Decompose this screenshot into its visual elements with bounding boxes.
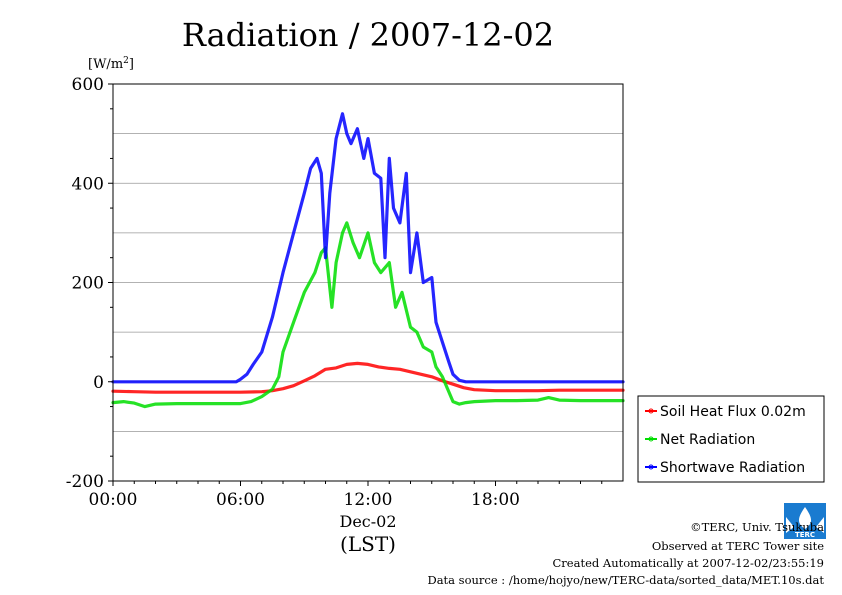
y-tick-label: 600 — [72, 75, 104, 95]
y-axis: 600 400 200 0 -200 — [66, 75, 113, 492]
y-tick-label: 0 — [93, 373, 104, 393]
y-tick-label: -200 — [66, 472, 104, 492]
y-tick-label: 200 — [72, 274, 104, 294]
terc-logo-icon: TERC — [784, 503, 826, 539]
x-axis-label: (LST) — [340, 532, 396, 556]
series-line — [111, 112, 625, 384]
x-tick-label: 00:00 — [89, 490, 138, 510]
x-tick-label: 12:00 — [344, 490, 393, 510]
legend-marker — [648, 464, 654, 470]
footer-created: Created Automatically at 2007-12-02/23:5… — [552, 556, 825, 570]
legend-marker — [648, 436, 654, 442]
series-line — [111, 361, 625, 394]
legend-label: Net Radiation — [660, 432, 755, 448]
x-date-label: Dec-02 — [339, 512, 396, 531]
footer-observed: Observed at TERC Tower site — [651, 539, 824, 553]
x-tick-label: 06:00 — [216, 490, 265, 510]
legend-marker — [648, 408, 654, 414]
series-line — [111, 221, 625, 409]
x-tick-label: 18:00 — [471, 490, 520, 510]
legend-box — [637, 395, 825, 483]
legend-label: Soil Heat Flux 0.02m — [660, 404, 806, 420]
legend-label: Shortwave Radiation — [660, 460, 805, 476]
x-axis: 00:00 06:00 12:00 18:00 — [89, 481, 603, 510]
y-tick-label: 400 — [72, 174, 104, 194]
y-axis-unit: [W/m2] — [88, 56, 134, 72]
series-layer — [111, 112, 625, 409]
logo-text: TERC — [795, 531, 815, 539]
footer-source: Data source : /home/hojyo/new/TERC-data/… — [427, 573, 824, 587]
legend: Soil Heat Flux 0.02m Net Radiation Shortwa… — [637, 395, 825, 483]
footer-copyright: ©TERC, Univ. Tsukuba — [690, 520, 824, 534]
grid-lines — [113, 133, 623, 432]
chart-title: Radiation / 2007-12-02 — [182, 16, 554, 54]
